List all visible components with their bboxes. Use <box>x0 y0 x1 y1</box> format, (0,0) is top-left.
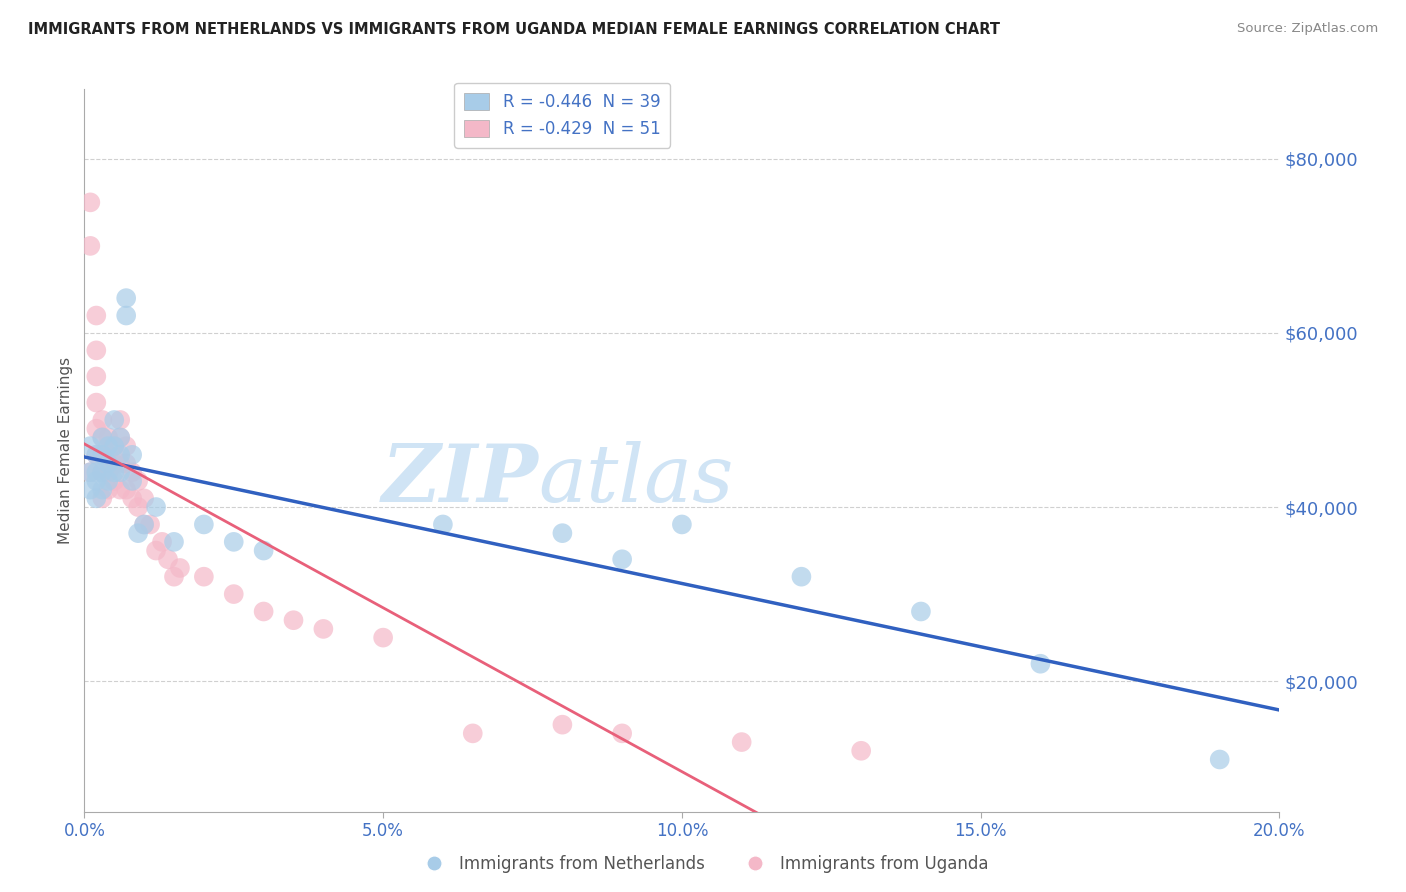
Point <box>86 465 108 479</box>
Point <box>127 500 149 514</box>
Point <box>110 483 132 497</box>
Point <box>851 744 873 758</box>
Point <box>91 448 114 462</box>
Point <box>551 526 574 541</box>
Point <box>612 552 634 566</box>
Point <box>110 457 132 471</box>
Point <box>127 526 149 541</box>
Point <box>222 587 245 601</box>
Point <box>86 422 108 436</box>
Point <box>432 517 454 532</box>
Legend: Immigrants from Netherlands, Immigrants from Uganda: Immigrants from Netherlands, Immigrants … <box>411 848 995 880</box>
Point <box>110 430 132 444</box>
Point <box>132 491 156 506</box>
Point <box>121 491 143 506</box>
Point <box>283 613 305 627</box>
Point <box>115 291 138 305</box>
Point <box>91 465 114 479</box>
Point <box>86 448 108 462</box>
Point <box>103 439 125 453</box>
Point <box>132 517 156 532</box>
Point <box>312 622 335 636</box>
Point <box>86 491 108 506</box>
Point <box>121 474 143 488</box>
Point <box>79 439 101 453</box>
Point <box>110 413 132 427</box>
Point <box>253 543 276 558</box>
Point <box>110 465 132 479</box>
Point <box>115 483 138 497</box>
Point <box>157 552 180 566</box>
Point <box>86 474 108 488</box>
Point <box>103 413 125 427</box>
Point <box>110 448 132 462</box>
Point <box>139 517 162 532</box>
Point <box>91 465 114 479</box>
Point <box>145 543 167 558</box>
Point <box>193 517 215 532</box>
Point <box>163 534 186 549</box>
Point <box>253 605 276 619</box>
Point <box>163 570 186 584</box>
Point <box>551 717 574 731</box>
Point <box>127 474 149 488</box>
Text: atlas: atlas <box>538 441 734 518</box>
Point <box>97 465 120 479</box>
Point <box>79 465 101 479</box>
Point <box>115 309 138 323</box>
Point <box>97 483 120 497</box>
Point <box>86 448 108 462</box>
Point <box>91 448 114 462</box>
Point <box>91 491 114 506</box>
Point <box>86 309 108 323</box>
Point <box>103 465 125 479</box>
Point <box>97 430 120 444</box>
Point <box>91 430 114 444</box>
Point <box>115 439 138 453</box>
Point <box>910 605 932 619</box>
Point <box>193 570 215 584</box>
Point <box>97 439 120 453</box>
Point <box>86 395 108 409</box>
Text: ZIP: ZIP <box>381 441 538 518</box>
Point <box>86 369 108 384</box>
Text: IMMIGRANTS FROM NETHERLANDS VS IMMIGRANTS FROM UGANDA MEDIAN FEMALE EARNINGS COR: IMMIGRANTS FROM NETHERLANDS VS IMMIGRANT… <box>28 22 1000 37</box>
Point <box>169 561 191 575</box>
Point <box>373 631 395 645</box>
Point <box>103 457 125 471</box>
Y-axis label: Median Female Earnings: Median Female Earnings <box>58 357 73 544</box>
Point <box>86 343 108 358</box>
Point <box>79 465 101 479</box>
Point <box>150 534 173 549</box>
Point <box>103 474 125 488</box>
Point <box>222 534 245 549</box>
Point <box>103 439 125 453</box>
Point <box>461 726 484 740</box>
Point <box>91 430 114 444</box>
Point <box>115 457 138 471</box>
Point <box>79 239 101 253</box>
Point <box>1029 657 1052 671</box>
Text: Source: ZipAtlas.com: Source: ZipAtlas.com <box>1237 22 1378 36</box>
Point <box>110 430 132 444</box>
Point <box>121 465 143 479</box>
Point <box>132 517 156 532</box>
Point <box>731 735 754 749</box>
Point <box>790 570 813 584</box>
Point <box>91 483 114 497</box>
Point <box>121 448 143 462</box>
Point <box>671 517 693 532</box>
Point <box>79 195 101 210</box>
Point <box>91 413 114 427</box>
Legend: R = -0.446  N = 39, R = -0.429  N = 51: R = -0.446 N = 39, R = -0.429 N = 51 <box>454 83 671 148</box>
Point <box>145 500 167 514</box>
Point <box>97 474 120 488</box>
Point <box>97 448 120 462</box>
Point <box>97 457 120 471</box>
Point <box>1209 752 1232 766</box>
Point <box>79 483 101 497</box>
Point <box>612 726 634 740</box>
